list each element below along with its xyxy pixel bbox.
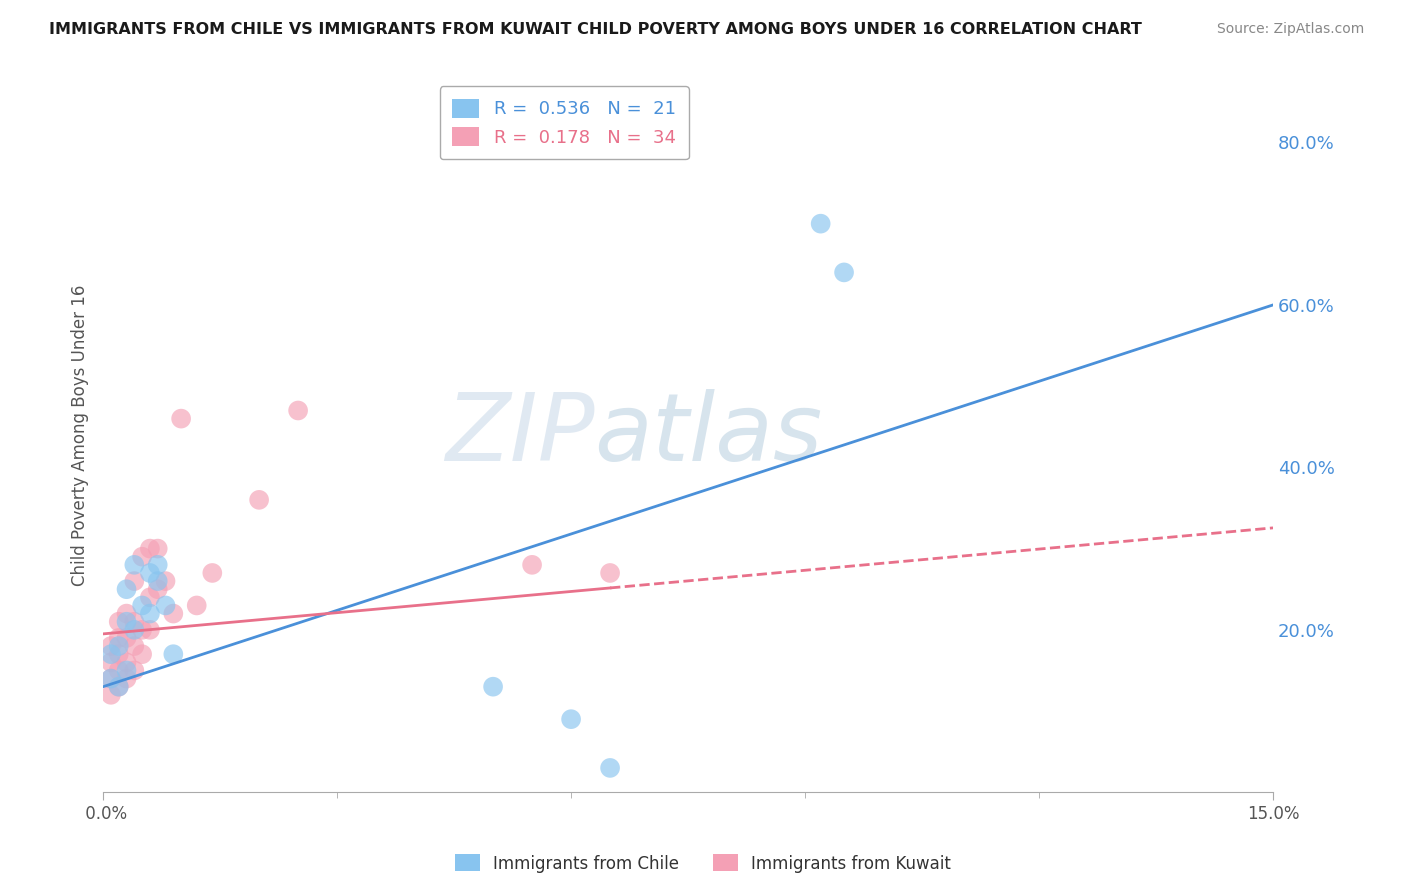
Point xyxy=(520,558,543,572)
Text: IMMIGRANTS FROM CHILE VS IMMIGRANTS FROM KUWAIT CHILD POVERTY AMONG BOYS UNDER 1: IMMIGRANTS FROM CHILE VS IMMIGRANTS FROM… xyxy=(49,22,1142,37)
Point xyxy=(131,599,153,613)
Point xyxy=(287,403,309,417)
Text: Source: ZipAtlas.com: Source: ZipAtlas.com xyxy=(1216,22,1364,37)
Point xyxy=(115,607,138,621)
Point xyxy=(107,631,129,645)
Point xyxy=(115,664,138,678)
Point xyxy=(107,647,129,661)
Point xyxy=(107,680,129,694)
Point xyxy=(599,566,621,580)
Point xyxy=(146,558,169,572)
Point xyxy=(155,574,177,588)
Point xyxy=(832,265,855,279)
Point xyxy=(115,631,138,645)
Text: atlas: atlas xyxy=(595,390,823,481)
Point xyxy=(100,672,122,686)
Point xyxy=(810,217,832,231)
Point xyxy=(247,492,270,507)
Point xyxy=(131,623,153,637)
Point xyxy=(124,639,146,653)
Point xyxy=(186,599,208,613)
Point xyxy=(155,599,177,613)
Point xyxy=(107,615,129,629)
Point xyxy=(131,647,153,661)
Text: ZIP: ZIP xyxy=(444,390,595,481)
Point xyxy=(139,607,162,621)
Legend: R =  0.536   N =  21, R =  0.178   N =  34: R = 0.536 N = 21, R = 0.178 N = 34 xyxy=(440,87,689,160)
Point xyxy=(146,541,169,556)
Point xyxy=(139,623,162,637)
Point xyxy=(146,574,169,588)
Point xyxy=(124,623,146,637)
Point xyxy=(146,582,169,597)
Point xyxy=(139,541,162,556)
Point xyxy=(560,712,582,726)
Point xyxy=(115,672,138,686)
Point xyxy=(124,558,146,572)
Point xyxy=(100,647,122,661)
Point xyxy=(107,664,129,678)
Point xyxy=(201,566,224,580)
Point xyxy=(139,566,162,580)
Point xyxy=(115,656,138,670)
Point xyxy=(100,656,122,670)
Point xyxy=(100,639,122,653)
Point xyxy=(124,664,146,678)
Point xyxy=(170,411,193,425)
Point xyxy=(100,672,122,686)
Point xyxy=(115,582,138,597)
Point xyxy=(162,607,184,621)
Point xyxy=(124,615,146,629)
Point xyxy=(139,591,162,605)
Point xyxy=(599,761,621,775)
Point xyxy=(107,639,129,653)
Point xyxy=(100,688,122,702)
Point xyxy=(482,680,505,694)
Point xyxy=(115,615,138,629)
Y-axis label: Child Poverty Among Boys Under 16: Child Poverty Among Boys Under 16 xyxy=(72,285,89,585)
Point xyxy=(107,680,129,694)
Legend: Immigrants from Chile, Immigrants from Kuwait: Immigrants from Chile, Immigrants from K… xyxy=(449,847,957,880)
Point xyxy=(124,574,146,588)
Point xyxy=(162,647,184,661)
Point xyxy=(131,549,153,564)
